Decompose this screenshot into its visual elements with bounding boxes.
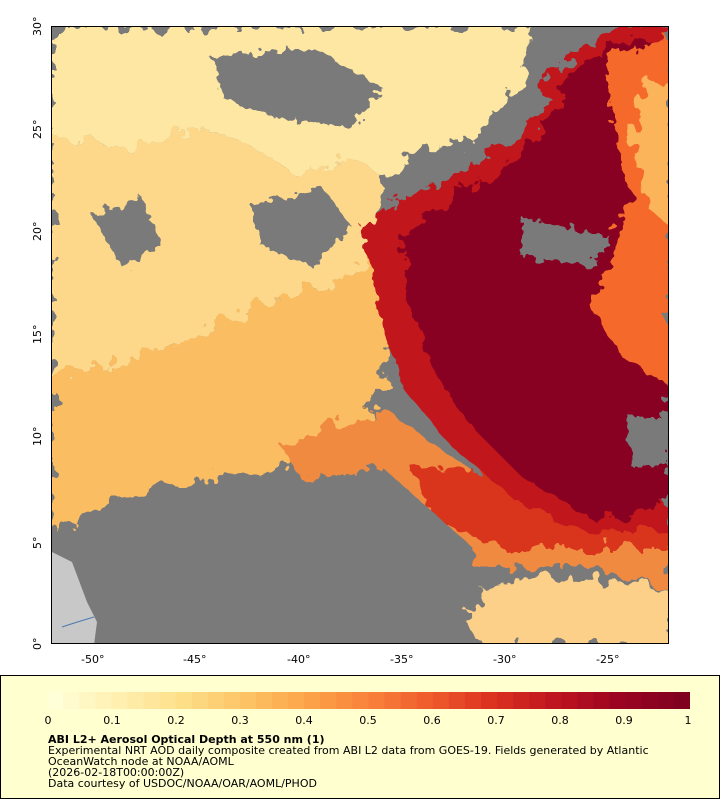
legend-description: OceanWatch node at NOAA/AOML [48,755,234,768]
colorbar-step [657,692,675,709]
colorbar-step [320,692,337,709]
colorbar-step [191,692,209,709]
colorbar-step [352,692,369,709]
colorbar-step [400,692,418,709]
x-tick-label: -30° [493,653,517,666]
legend-description: Experimental NRT AOD daily composite cre… [48,744,649,757]
aod-low-west [52,127,382,377]
colorbar [47,692,690,709]
aod-dust-plume-core [402,37,668,517]
colorbar-step [416,692,434,709]
colorbar-step [79,692,96,709]
map-plot-area[interactable] [51,26,669,644]
aod-south-light [462,577,668,643]
colorbar-step [384,692,402,709]
y-tick-label: 5° [31,536,44,550]
x-tick-label: -35° [390,653,414,666]
colorbar-tick-label: 0 [44,714,52,727]
colorbar-step [593,692,611,709]
aod-map [52,27,668,643]
legend-credit: Data courtesy of USDOC/NOAA/OAR/AOML/PHO… [48,777,317,790]
y-tick-label: 0° [31,637,44,651]
colorbar-step [545,692,562,709]
colorbar-step [625,692,643,709]
legend-panel: 0 0.1 0.2 0.3 0.4 0.5 0.6 0.7 0.8 0.9 1 … [0,675,720,799]
colorbar-step [481,692,498,709]
colorbar-step [95,692,112,709]
colorbar-step [272,692,289,709]
x-tick-label: -50° [81,653,105,666]
y-tick-label: 15° [31,324,44,345]
colorbar-step [368,692,386,709]
aod-east-light [632,77,668,226]
y-tick-label: 30° [31,16,44,37]
colorbar-step [127,692,144,709]
colorbar-tick-label: 0.6 [423,714,441,727]
colorbar-step [207,692,225,709]
no-data-patch-north [212,47,382,127]
legend-timestamp: (2026-02-18T00:00:00Z) [48,766,185,779]
colorbar-step [448,692,466,709]
colorbar-step [255,692,273,709]
colorbar-tick-label: 0.9 [615,714,633,727]
y-tick-label: 20° [31,221,44,242]
colorbar-step [513,692,530,709]
y-tick-label: 10° [31,426,44,447]
colorbar-step [336,692,353,709]
colorbar-tick-label: 0.3 [231,714,249,727]
colorbar-step [577,692,595,709]
x-tick-label: -45° [183,653,207,666]
colorbar-step [111,692,128,709]
colorbar-step [673,692,690,709]
colorbar-step [159,692,177,709]
colorbar-step [561,692,578,709]
colorbar-step [609,692,627,709]
colorbar-tick-label: 0.5 [359,714,377,727]
colorbar-tick-label: 0.2 [167,714,185,727]
land-south-america [52,552,97,643]
colorbar-tick-label: 0.7 [487,714,505,727]
colorbar-step [432,692,450,709]
colorbar-tick-label: 0.4 [295,714,313,727]
no-data-patch-east [522,217,612,267]
colorbar-step [175,692,193,709]
legend-title: ABI L2+ Aerosol Optical Depth at 550 nm … [48,733,325,746]
colorbar-step [529,692,546,709]
colorbar-step [223,692,241,709]
colorbar-step [497,692,514,709]
no-data-patch-southeast [627,417,668,467]
colorbar-step [288,692,305,709]
colorbar-step [464,692,482,709]
colorbar-step [47,692,64,709]
coastline-river [61,616,95,628]
x-tick-label: -25° [596,653,620,666]
colorbar-step [641,692,659,709]
no-data-patch-south [92,467,482,643]
aod-mid-west [52,257,392,527]
colorbar-tick-label: 0.1 [103,714,121,727]
no-data-patch-center [252,187,352,267]
colorbar-step [239,692,257,709]
no-data-patch-west [92,197,162,267]
colorbar-step [304,692,321,709]
colorbar-step [63,692,80,709]
colorbar-tick-label: 1 [684,714,692,727]
y-tick-label: 25° [31,119,44,140]
x-tick-label: -40° [287,653,311,666]
colorbar-tick-label: 0.8 [551,714,569,727]
colorbar-step [143,692,161,709]
